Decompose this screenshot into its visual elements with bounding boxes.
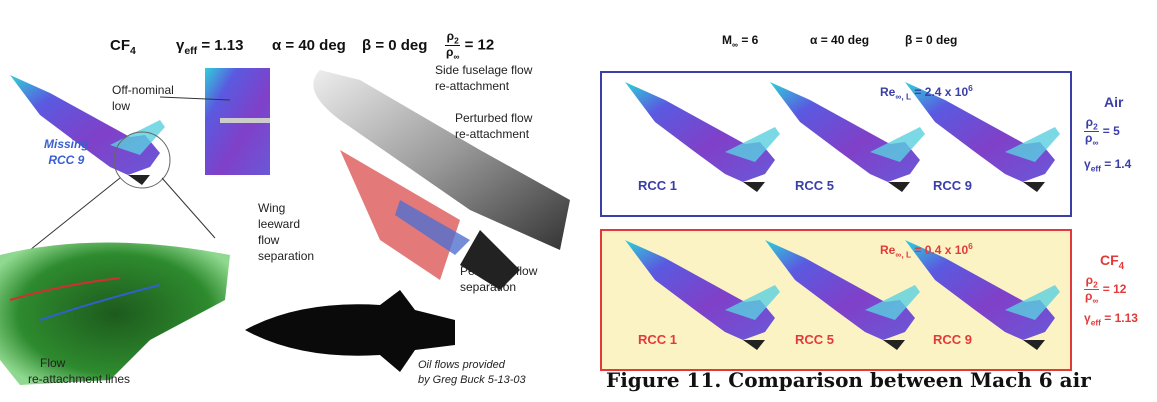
model-label: RCC 9 (933, 178, 972, 194)
header-gas: CF4 (110, 38, 136, 59)
model-label: RCC 9 (933, 332, 972, 348)
header-beta: β = 0 deg (905, 32, 957, 48)
caption: Figure 11. Comparison between Mach 6 air (606, 368, 1091, 392)
header-mach: M∞ = 6 (722, 32, 758, 52)
model-label: RCC 5 (795, 178, 834, 194)
gamma-label: γeff = 1.13 (1084, 310, 1138, 330)
header-gamma: γeff = 1.13 (176, 38, 243, 59)
gas-label: Air (1104, 94, 1123, 110)
zoom-arrow (30, 178, 120, 250)
page: CF4 γeff = 1.13 α = 40 deg β = 0 deg ρ2ρ… (0, 0, 1157, 402)
gamma-label: γeff = 1.4 (1084, 156, 1131, 176)
header-beta: β = 0 deg (362, 38, 427, 54)
figure-graphics (0, 0, 1157, 402)
reynolds-label: Re∞, L = 2.4 x 106 (880, 80, 973, 104)
inset-detail (220, 118, 270, 123)
header-alpha: α = 40 deg (810, 32, 869, 48)
gas-label: CF4 (1100, 252, 1124, 275)
header-alpha: α = 40 deg (272, 38, 346, 54)
zoom-arrow (162, 178, 215, 238)
model-label: RCC 5 (795, 332, 834, 348)
model-label: RCC 1 (638, 178, 677, 194)
model-label: RCC 1 (638, 332, 677, 348)
reynolds-label: Re∞, L = 0.4 x 106 (880, 238, 973, 262)
